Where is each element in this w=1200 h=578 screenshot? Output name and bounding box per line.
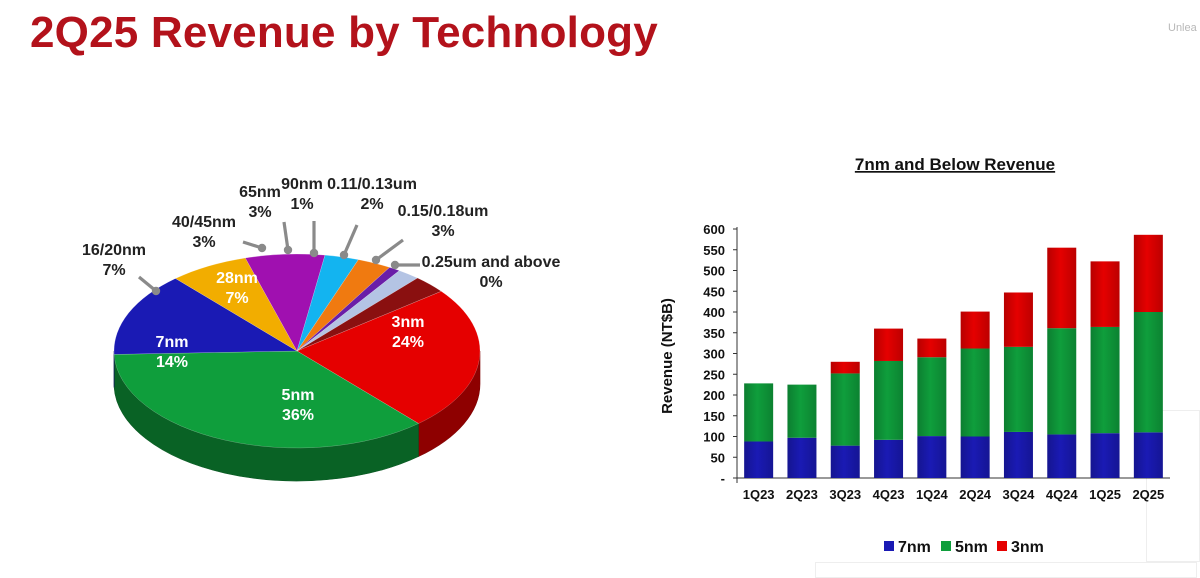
- y-tick-label: 50: [711, 450, 725, 465]
- y-tick-label: 200: [703, 388, 725, 403]
- bar-2q24-7nm: [961, 437, 990, 479]
- x-tick-label: 2Q25: [1132, 487, 1164, 502]
- bar-3q24-7nm: [1004, 432, 1033, 478]
- y-tick-label: 300: [703, 347, 725, 362]
- y-tick-label: 450: [703, 284, 725, 299]
- bar-1q25-5nm: [1091, 327, 1120, 433]
- y-tick-label: 250: [703, 367, 725, 382]
- x-tick-label: 1Q25: [1089, 487, 1121, 502]
- bar-2q23-5nm: [787, 385, 816, 438]
- bar-1q23-5nm: [744, 383, 773, 441]
- bar-1q24-7nm: [917, 436, 946, 478]
- x-tick-label: 3Q23: [829, 487, 861, 502]
- y-tick-label: -: [721, 471, 725, 486]
- y-tick-label: 500: [703, 264, 725, 279]
- y-axis-label: Revenue (NT$B): [659, 298, 676, 414]
- legend-label-7nm: 7nm: [898, 539, 931, 556]
- bar-4q24-5nm: [1047, 328, 1076, 434]
- bar-2q24-3nm: [961, 312, 990, 349]
- y-tick-label: 550: [703, 243, 725, 258]
- bar-4q24-7nm: [1047, 434, 1076, 478]
- legend-label-5nm: 5nm: [955, 539, 988, 556]
- bar-4q23-3nm: [874, 329, 903, 361]
- legend-swatch-7nm: [884, 541, 894, 551]
- bar-1q25-7nm: [1091, 433, 1120, 478]
- legend-label-3nm: 3nm: [1011, 539, 1044, 556]
- bar-4q23-5nm: [874, 361, 903, 440]
- bar-3q24-3nm: [1004, 292, 1033, 346]
- bar-3q23-7nm: [831, 446, 860, 478]
- legend-swatch-3nm: [997, 541, 1007, 551]
- x-tick-label: 1Q23: [743, 487, 775, 502]
- bar-2q23-7nm: [787, 438, 816, 478]
- bar-2q25-7nm: [1134, 432, 1163, 478]
- x-tick-label: 3Q24: [1003, 487, 1036, 502]
- x-tick-label: 2Q23: [786, 487, 818, 502]
- bar-4q24-3nm: [1047, 248, 1076, 329]
- bar-3q24-5nm: [1004, 347, 1033, 432]
- bar-3q23-5nm: [831, 373, 860, 445]
- bar-4q23-7nm: [874, 440, 903, 478]
- x-tick-label: 4Q24: [1046, 487, 1079, 502]
- bar-1q24-5nm: [917, 357, 946, 436]
- bar-1q23-7nm: [744, 441, 773, 478]
- y-tick-label: 600: [703, 222, 725, 237]
- x-tick-label: 2Q24: [959, 487, 992, 502]
- x-tick-label: 4Q23: [873, 487, 905, 502]
- bar-2q25-5nm: [1134, 312, 1163, 432]
- x-tick-label: 1Q24: [916, 487, 949, 502]
- legend-swatch-5nm: [941, 541, 951, 551]
- y-tick-label: 350: [703, 326, 725, 341]
- y-tick-label: 150: [703, 409, 725, 424]
- bar-2q24-5nm: [961, 349, 990, 437]
- bar-1q24-3nm: [917, 339, 946, 358]
- bar-2q25-3nm: [1134, 235, 1163, 312]
- y-tick-label: 100: [703, 430, 725, 445]
- bar-1q25-3nm: [1091, 261, 1120, 327]
- bar-3q23-3nm: [831, 362, 860, 374]
- bar-chart-title: 7nm and Below Revenue: [855, 155, 1055, 174]
- y-tick-label: 400: [703, 305, 725, 320]
